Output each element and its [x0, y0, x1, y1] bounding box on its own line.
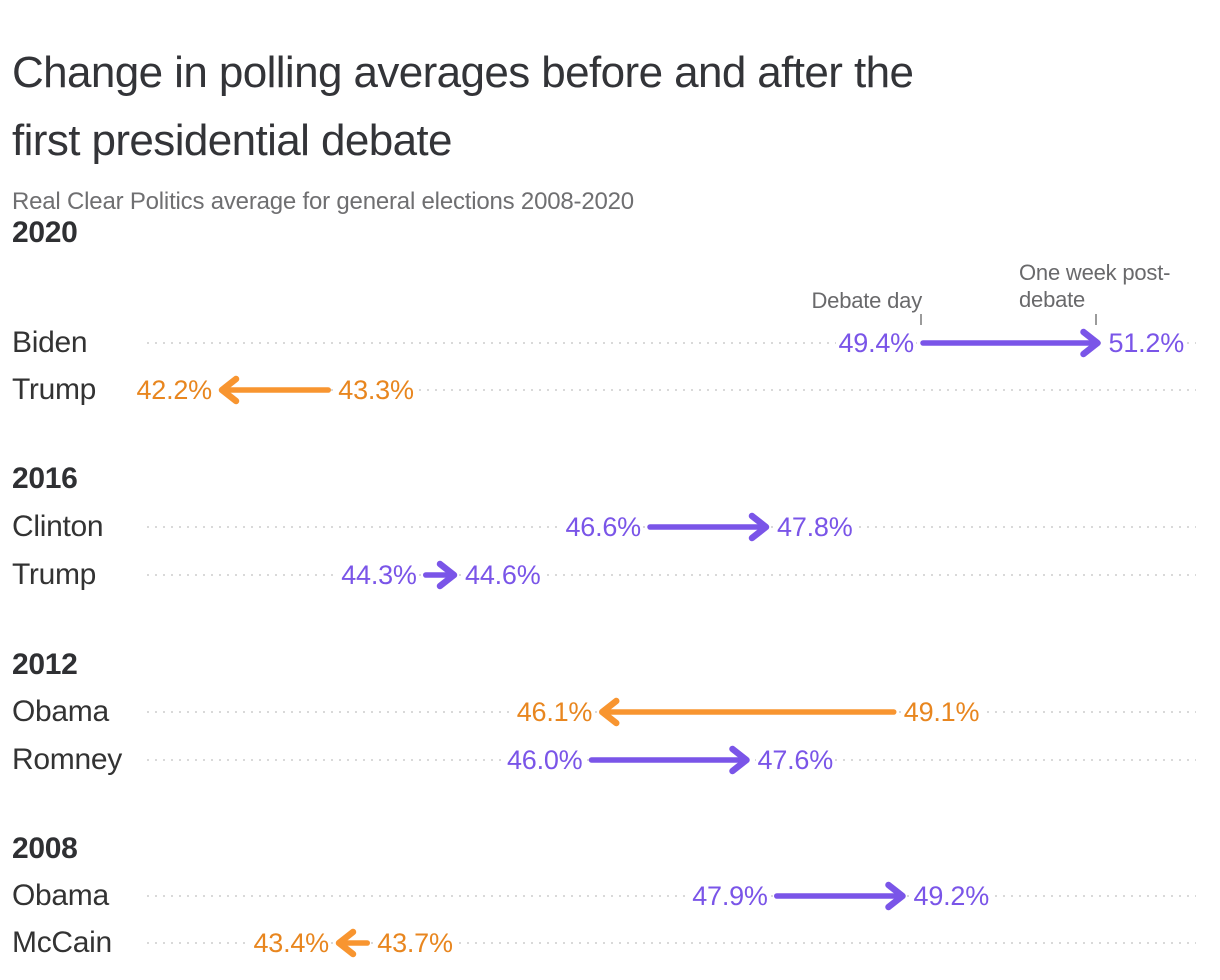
year-label-2016: 2016 — [12, 462, 78, 495]
candidate-label: Romney — [12, 743, 122, 776]
leader-line — [147, 711, 1196, 713]
chart-subtitle: Real Clear Politics average for general … — [12, 188, 634, 215]
value-before: 49.1% — [901, 697, 982, 727]
value-before: 43.3% — [336, 375, 416, 405]
value-before: 49.4% — [836, 328, 916, 358]
leader-line — [147, 526, 1196, 528]
chart-title-line1: Change in polling averages before and af… — [12, 48, 914, 98]
leader-line — [147, 389, 1196, 391]
candidate-label: Trump — [12, 373, 97, 406]
candidate-label: McCain — [12, 926, 112, 959]
chart-title: Change in polling averages before and af… — [12, 39, 1192, 175]
debate-day-tick-mark — [920, 314, 922, 325]
leader-line — [147, 759, 1196, 761]
value-before: 44.3% — [339, 560, 419, 590]
value-before: 43.7% — [375, 928, 455, 958]
year-label-2012: 2012 — [12, 648, 78, 681]
leader-line — [147, 342, 1196, 344]
annotation-post-debate-line2: debate — [1019, 287, 1086, 312]
value-before: 46.6% — [563, 512, 643, 542]
value-after: 42.2% — [134, 375, 214, 405]
chart-title-line2: first presidential debate — [12, 116, 453, 166]
value-after: 44.6% — [463, 560, 543, 590]
value-after: 51.2% — [1106, 328, 1187, 358]
value-after: 47.8% — [775, 512, 855, 542]
year-label-2020: 2020 — [12, 216, 78, 249]
annotation-debate-day: Debate day — [811, 288, 922, 313]
value-after: 47.6% — [755, 745, 836, 775]
annotation-post-debate-line1: One week post- — [1019, 260, 1171, 285]
leader-line — [147, 942, 1196, 944]
post-debate-tick-mark — [1095, 314, 1097, 325]
value-before: 47.9% — [690, 881, 770, 911]
candidate-label: Obama — [12, 879, 109, 912]
annotation-one-week-post-debate: One week post- debate — [1019, 259, 1170, 313]
value-after: 46.1% — [514, 697, 595, 727]
candidate-label: Biden — [12, 326, 88, 359]
value-before: 46.0% — [504, 745, 585, 775]
candidate-label: Trump — [12, 558, 97, 591]
leader-line — [147, 895, 1196, 897]
year-label-2008: 2008 — [12, 832, 78, 865]
leader-line — [147, 574, 1196, 576]
value-after: 43.4% — [251, 928, 331, 958]
value-after: 49.2% — [911, 881, 992, 911]
candidate-label: Obama — [12, 695, 109, 728]
candidate-label: Clinton — [12, 510, 104, 543]
